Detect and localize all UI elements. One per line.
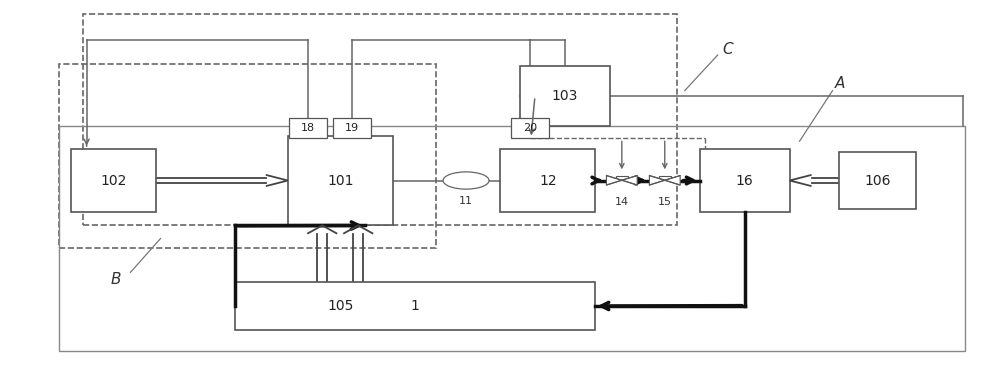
Text: 101: 101 xyxy=(327,173,353,188)
Bar xyxy=(295,284,385,329)
Bar xyxy=(289,118,327,138)
Text: 12: 12 xyxy=(539,173,557,188)
Text: B: B xyxy=(110,272,121,287)
Bar xyxy=(288,136,393,226)
Text: 14: 14 xyxy=(615,197,629,207)
Bar xyxy=(659,176,671,180)
Text: 15: 15 xyxy=(658,197,672,207)
Text: 106: 106 xyxy=(864,173,891,188)
Polygon shape xyxy=(649,176,665,185)
Polygon shape xyxy=(665,176,680,185)
Bar xyxy=(616,176,628,180)
Bar xyxy=(333,118,371,138)
Text: 18: 18 xyxy=(301,123,315,133)
Bar xyxy=(520,66,610,126)
Bar xyxy=(71,149,156,212)
Text: 19: 19 xyxy=(345,123,359,133)
Text: 102: 102 xyxy=(100,173,127,188)
Bar xyxy=(83,14,677,226)
Polygon shape xyxy=(606,176,622,185)
Text: 103: 103 xyxy=(552,89,578,103)
Bar xyxy=(700,149,790,212)
Bar xyxy=(511,118,549,138)
Text: A: A xyxy=(834,76,845,91)
Bar xyxy=(59,64,436,248)
Bar xyxy=(235,282,595,331)
Bar xyxy=(500,149,595,212)
Bar xyxy=(59,126,965,351)
Bar xyxy=(839,152,916,209)
Text: 1: 1 xyxy=(411,299,420,313)
Text: 105: 105 xyxy=(327,299,353,313)
Circle shape xyxy=(443,172,489,189)
Text: 16: 16 xyxy=(736,173,754,188)
Polygon shape xyxy=(622,176,637,185)
Text: C: C xyxy=(722,42,733,57)
Text: 20: 20 xyxy=(523,123,537,133)
Text: 11: 11 xyxy=(459,196,473,206)
